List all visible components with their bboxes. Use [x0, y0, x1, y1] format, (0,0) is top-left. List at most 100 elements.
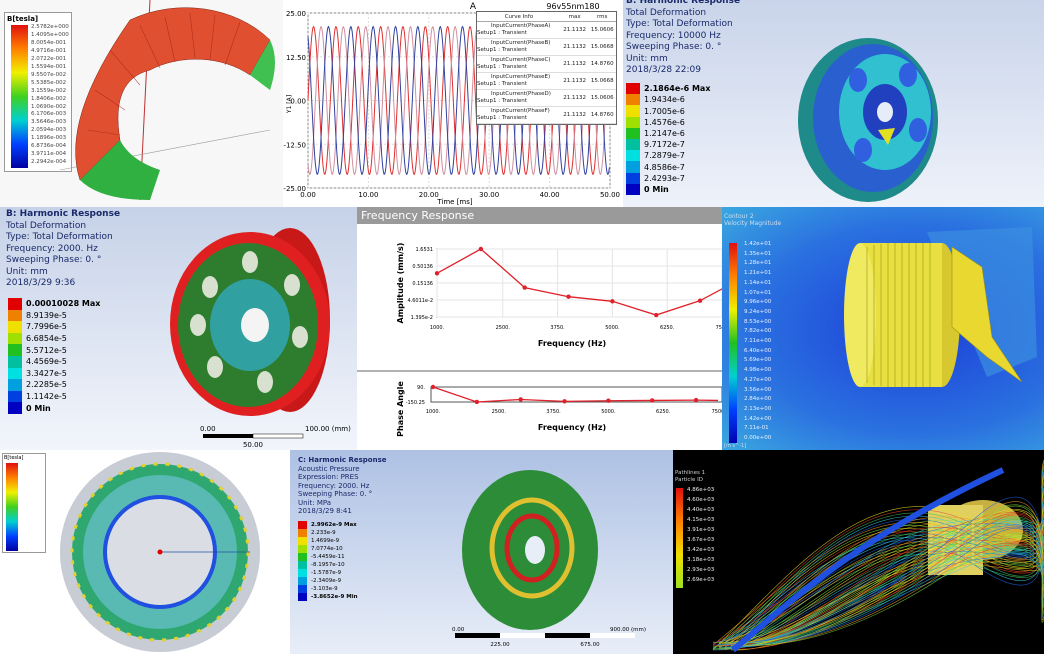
legend-value: 1.42e+01	[744, 241, 772, 247]
y-tick-label: 1.6531	[416, 247, 434, 253]
curve-name: InputCurrent(PhaseC)	[491, 57, 551, 63]
legend-value: 2.233e-9	[311, 530, 336, 536]
result-info-line: Type: Total Deformation	[6, 232, 113, 242]
phase-point	[430, 384, 436, 390]
color-swatch	[298, 529, 307, 537]
amplitude-point	[654, 312, 659, 318]
pathline	[736, 537, 1044, 646]
phase-point	[650, 398, 655, 403]
panel-harmonic-2khz: B: Harmonic Response Total Deformation Typ…	[0, 207, 357, 450]
colorbar-row: 3.3427e-5	[8, 367, 100, 380]
legend-value: 1.2147e-6	[644, 128, 685, 138]
curve-name-cell: InputCurrent(PhaseB) Setup1 : Transient	[477, 40, 561, 54]
curve-row[interactable]: InputCurrent(PhaseD) Setup1 : Transient 21…	[477, 90, 616, 107]
legend-value: 2.9962e-9 Max	[311, 522, 357, 528]
curve-row[interactable]: InputCurrent(PhaseF) Setup1 : Transient 21…	[477, 107, 616, 124]
colorbar-row: 1.9434e-6	[626, 94, 711, 106]
color-swatch	[298, 577, 307, 585]
legend-value: 2.69e+03	[687, 577, 715, 583]
legend-value: 7.11e+00	[744, 338, 772, 345]
colorbar-row: 2.9962e-9 Max	[298, 521, 358, 529]
x-tick-label: 2500.	[492, 409, 507, 415]
colorbar-row: 0.00010028 Max	[8, 298, 100, 310]
legend-value: -1.5787e-9	[311, 570, 342, 576]
result-info-line: 2018/3/29 8:41	[298, 507, 352, 515]
color-swatch	[298, 593, 307, 601]
result-info-line: Sweeping Phase: 0. °	[626, 42, 722, 52]
result-info-line: Frequency: 2000. Hz	[298, 481, 370, 490]
legend-value: -5.4459e-11	[311, 554, 345, 560]
y-tick-label: 25.00	[286, 10, 306, 18]
colorbar-row: 7.7996e-5	[8, 321, 100, 333]
legend-value: 0 Min	[26, 403, 51, 413]
legend-value: 0.00010028 Max	[26, 299, 101, 309]
chart-title: A	[470, 2, 477, 12]
phase-line	[432, 386, 719, 403]
amplitude-point	[522, 285, 527, 290]
y-tick-label: -25.00	[283, 185, 306, 193]
curve-rms: 14.8760	[590, 61, 614, 67]
legend-value: 7.82e+00	[744, 328, 772, 335]
legend-value: 7.11e-01	[744, 425, 769, 432]
x-tick-label: 6250.	[656, 409, 671, 415]
curve-max: 21.1132	[563, 112, 586, 118]
legend-value: 7.0774e-10	[311, 546, 343, 552]
wheel-model: 0.00 100.00 (mm) 50.00	[170, 228, 351, 449]
x-tick-label: 3750.	[550, 325, 565, 331]
curve-row[interactable]: InputCurrent(PhaseB) Setup1 : Transient 21…	[477, 39, 616, 56]
panel-frequency-response: Frequency Response 1.6531 0.50136 0.15136 4…	[357, 207, 722, 450]
curve-name: InputCurrent(PhaseA)	[491, 23, 551, 29]
legend-value: 4.40e+03	[687, 507, 715, 513]
curve-setup: Setup1 : Transient	[477, 98, 527, 104]
color-swatch	[8, 298, 22, 310]
legend-value: 3.56e+00	[744, 386, 772, 393]
colorbar-row: -3.103e-9	[298, 585, 358, 593]
color-swatch	[8, 309, 22, 322]
legend-value: 9.7172e-7	[644, 140, 685, 150]
legend-value: 3.9711e-004	[31, 151, 67, 158]
curve-name-cell: InputCurrent(PhaseA) Setup1 : Transient	[477, 23, 561, 37]
color-swatch	[8, 332, 22, 345]
curve-setup: Setup1 : Transient	[477, 115, 527, 121]
x-tick-label: 30.00	[479, 191, 499, 199]
colorbar	[11, 25, 28, 168]
panel-flux-density: B[tesla] 2.5782e+000 1.4095e+000 8.0054e-0…	[0, 0, 283, 207]
y-tick-label: 90.	[417, 385, 425, 391]
colorbar-row: 2.233e-9	[298, 529, 358, 537]
colorbar-row: 1.7005e-6	[626, 105, 711, 117]
y-tick-label: 1.395e-2	[411, 315, 433, 321]
curve-legend[interactable]: Curve Info max rms InputCurrent(PhaseA) S…	[476, 11, 617, 125]
color-swatch	[298, 537, 307, 545]
result-info-line: 2018/3/28 22:09	[626, 65, 701, 75]
x-tick-label: 1000.	[430, 325, 445, 331]
curve-row[interactable]: InputCurrent(PhaseA) Setup1 : Transient 21…	[477, 22, 616, 39]
fan-model	[844, 227, 1037, 387]
curve-row[interactable]: InputCurrent(PhaseE) Setup1 : Transient 21…	[477, 73, 616, 90]
series-line-2	[307, 25, 610, 175]
legend-value: 7.2879e-7	[644, 151, 685, 161]
result-info-line: Sweeping Phase: 0. °	[298, 490, 373, 498]
legend-value: 6.6854e-5	[26, 334, 67, 344]
curve-row[interactable]: InputCurrent(PhaseC) Setup1 : Transient 21…	[477, 56, 616, 73]
color-swatch	[626, 161, 640, 173]
color-swatch	[626, 183, 640, 196]
colorbar-row: 2.1864e-6 Max	[626, 83, 711, 95]
legend-value: 1.35e+01	[744, 250, 772, 257]
x-tick-label: 7500	[712, 409, 722, 415]
color-swatch	[626, 94, 640, 106]
legend-value: 2.1864e-6 Max	[644, 84, 711, 94]
amplitude-point	[478, 246, 484, 252]
curve-max: 21.1132	[563, 44, 586, 50]
curve-rms: 15.0606	[590, 95, 614, 101]
color-swatch	[626, 83, 640, 95]
legend-value: 3.91e+03	[687, 527, 715, 533]
scale-right: 100.00 (mm)	[305, 425, 351, 433]
result-info-line: 2018/3/29 9:36	[6, 278, 76, 288]
colorbar-row: 4.4569e-5	[8, 355, 100, 368]
scale-a: 225.00	[490, 642, 510, 648]
legend-value: 1.1896e-003	[31, 135, 67, 142]
result-info-line: Unit: MPa	[298, 498, 332, 507]
contour-title: Contour 2	[724, 213, 754, 220]
legend-value: 1.5594e-001	[31, 63, 67, 70]
curve-setup: Setup1 : Transient	[477, 64, 527, 70]
